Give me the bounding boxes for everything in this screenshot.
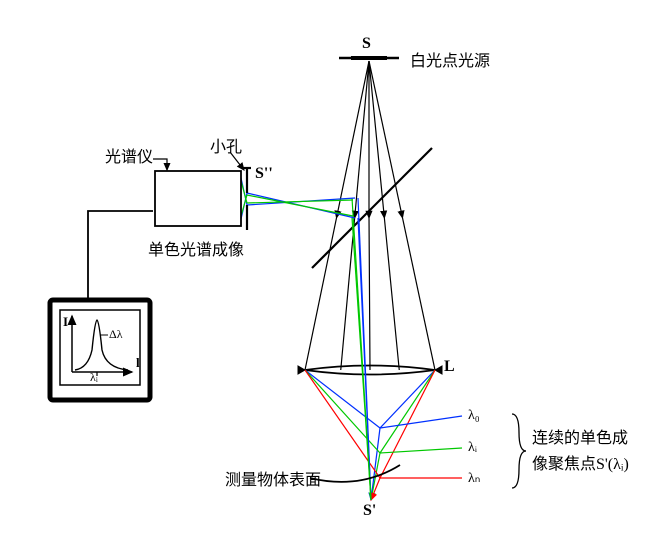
label-source: 白光点光源 [410,47,490,71]
monitor-y-axis: I [63,314,68,330]
monitor-delta-lambda: Δλ [109,327,123,342]
monitor-x-axis: l [136,355,140,371]
label-mono-caption: 单色光谱成像 [148,236,244,260]
label-spectrometer: 光谱仪 [105,143,153,167]
label-focal1: 连续的单色成 [532,424,628,448]
label-surface: 测量物体表面 [225,466,321,490]
label-focal2: 像聚焦点S'(λᵢ) [532,450,629,474]
label-pinhole: 小孔 [210,133,242,157]
label-S: S [362,35,371,53]
label-Sprime: S' [363,502,376,520]
label-lambda0: λ₀ [468,408,480,424]
monitor-peak-x: λᵢ [90,370,98,385]
label-Sdoubleprime: S'' [255,165,273,183]
label-L: L [444,358,455,376]
label-lambdan: λₙ [468,470,480,487]
label-lambdai: λᵢ [468,440,477,456]
